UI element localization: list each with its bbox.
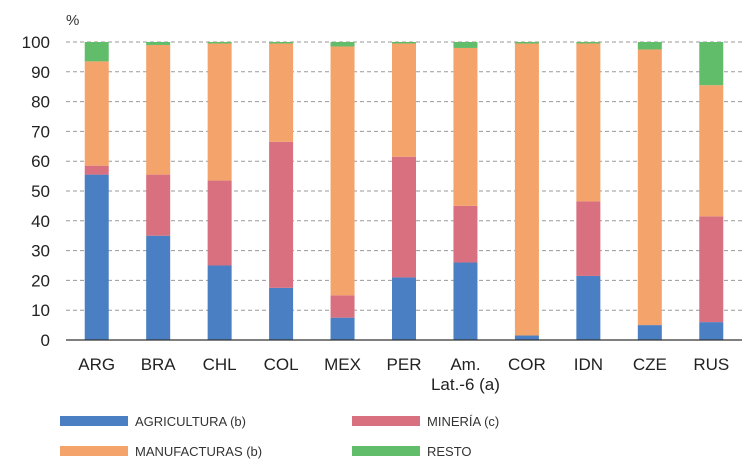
legend-label: AGRICULTURA (b) bbox=[135, 414, 246, 429]
bar-segment-col-series-3 bbox=[269, 42, 294, 44]
x-category-label: Lat.-6 (a) bbox=[431, 375, 500, 394]
axes: 0 10 20 30 40 50 60 70 80 90 100 ARG BRA CHL COL MEX PER… bbox=[22, 33, 742, 394]
bar-segment-bra-series-0 bbox=[146, 235, 171, 340]
bar-segment-per-series-2 bbox=[392, 43, 416, 157]
x-category-label: MEX bbox=[324, 355, 361, 374]
bar-segment-chl-series-3 bbox=[207, 42, 232, 44]
x-category-label: COR bbox=[508, 355, 546, 374]
bar-segment-per-series-1 bbox=[392, 156, 416, 278]
y-tick-label: 0 bbox=[41, 331, 50, 350]
legend: AGRICULTURA (b) MINERÍA (c) MANUFACTURAS (… bbox=[60, 414, 499, 459]
y-tick-label: 10 bbox=[31, 301, 50, 320]
y-unit-label: % bbox=[66, 12, 79, 29]
bar-segment-idn-series-1 bbox=[576, 201, 601, 276]
bar-segment-arg-series-0 bbox=[84, 174, 109, 340]
y-tick-label: 70 bbox=[31, 122, 50, 141]
x-category-label: PER bbox=[387, 355, 422, 374]
bar-segment-am-series-2 bbox=[453, 47, 478, 206]
bar-segment-bra-series-2 bbox=[146, 44, 171, 175]
legend-label: RESTO bbox=[427, 444, 472, 459]
bar-segment-col-series-0 bbox=[269, 287, 294, 340]
bar-segment-per-series-0 bbox=[392, 277, 416, 340]
legend-label: MANUFACTURAS (b) bbox=[135, 444, 262, 459]
y-tick-label: 100 bbox=[22, 33, 50, 52]
y-tick-label: 20 bbox=[31, 271, 50, 290]
bar-segment-col-series-2 bbox=[269, 43, 294, 142]
bar-segment-idn-series-0 bbox=[576, 275, 601, 340]
bar-segment-arg-series-2 bbox=[84, 61, 109, 166]
bar-segment-am-series-3 bbox=[453, 42, 478, 48]
bar-segment-idn-series-2 bbox=[576, 43, 601, 202]
bar-segment-mex-series-2 bbox=[330, 46, 355, 296]
x-category-label: Am. bbox=[450, 355, 480, 374]
bar-segment-am-series-0 bbox=[453, 262, 478, 340]
y-tick-label: 50 bbox=[31, 182, 50, 201]
bar-segment-chl-series-0 bbox=[207, 265, 232, 340]
bar-segment-arg-series-3 bbox=[84, 42, 109, 62]
y-tick-label: 80 bbox=[31, 93, 50, 112]
bar-segment-bra-series-1 bbox=[146, 174, 171, 236]
bar-segment-col-series-1 bbox=[269, 141, 294, 288]
x-category-label: CHL bbox=[203, 355, 237, 374]
bar-segment-arg-series-1 bbox=[84, 165, 109, 175]
y-tick-label: 30 bbox=[31, 242, 50, 261]
legend-swatch bbox=[352, 416, 420, 426]
bar-segment-bra-series-3 bbox=[146, 42, 171, 45]
bar-segment-cor-series-2 bbox=[514, 43, 539, 336]
bar-segment-chl-series-1 bbox=[207, 180, 232, 266]
bar-segment-cze-series-0 bbox=[637, 325, 662, 340]
bar-segment-mex-series-0 bbox=[330, 317, 355, 340]
bar-segment-rus-series-1 bbox=[699, 216, 724, 323]
y-tick-label: 60 bbox=[31, 152, 50, 171]
bar-segment-per-series-3 bbox=[392, 42, 416, 44]
bar-segment-cor-series-0 bbox=[514, 335, 539, 340]
x-category-label: COL bbox=[264, 355, 299, 374]
bar-segment-idn-series-3 bbox=[576, 42, 601, 44]
bars bbox=[84, 42, 724, 340]
bar-segment-mex-series-3 bbox=[330, 42, 355, 47]
legend-swatch bbox=[60, 416, 128, 426]
bar-segment-cze-series-2 bbox=[637, 49, 662, 326]
bar-segment-cor-series-3 bbox=[514, 42, 539, 44]
x-category-label: RUS bbox=[693, 355, 729, 374]
y-tick-label: 40 bbox=[31, 212, 50, 231]
bar-segment-mex-series-1 bbox=[330, 295, 355, 318]
x-category-label: ARG bbox=[78, 355, 115, 374]
bar-segment-rus-series-0 bbox=[699, 322, 724, 340]
y-tick-label: 90 bbox=[31, 63, 50, 82]
bar-segment-am-series-1 bbox=[453, 205, 478, 263]
bar-segment-rus-series-3 bbox=[699, 42, 724, 86]
legend-label: MINERÍA (c) bbox=[427, 414, 499, 429]
bar-segment-chl-series-2 bbox=[207, 43, 232, 181]
legend-swatch bbox=[352, 446, 420, 456]
x-category-label: CZE bbox=[633, 355, 667, 374]
bar-segment-rus-series-2 bbox=[699, 85, 724, 217]
bar-segment-cze-series-3 bbox=[637, 42, 662, 50]
legend-swatch bbox=[60, 446, 128, 456]
x-category-label: BRA bbox=[141, 355, 177, 374]
x-category-label: IDN bbox=[574, 355, 603, 374]
